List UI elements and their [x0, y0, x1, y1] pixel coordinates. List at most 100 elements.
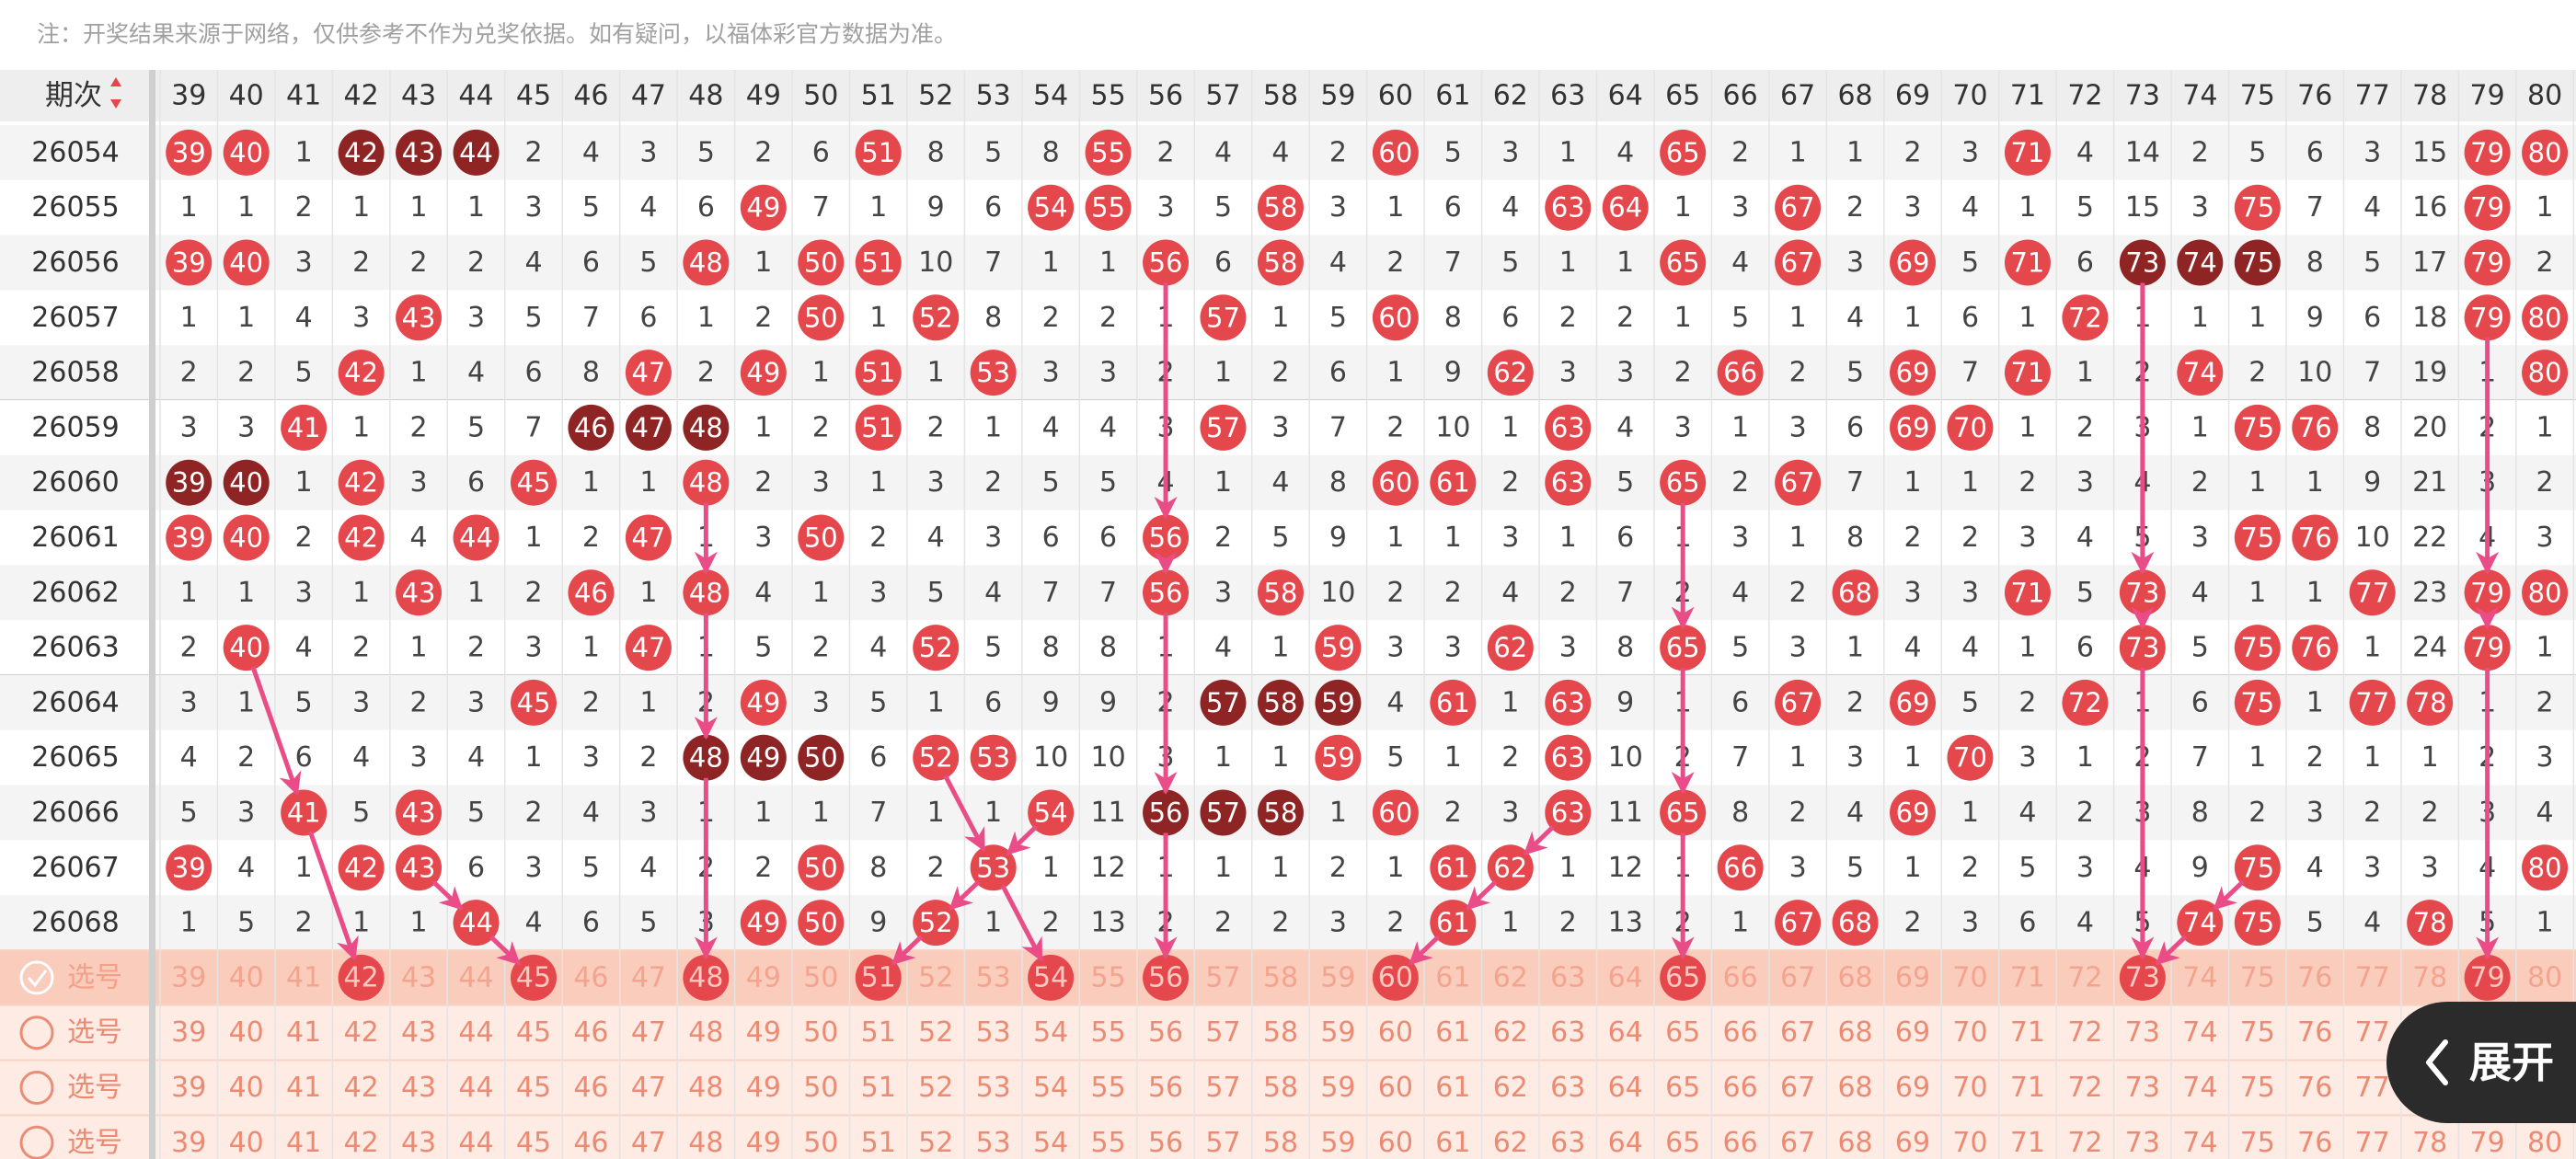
select-number[interactable]: 47 [631, 1072, 666, 1104]
select-number[interactable]: 64 [1608, 1072, 1643, 1104]
select-number[interactable]: 74 [2182, 1127, 2217, 1159]
select-number[interactable]: 66 [1723, 961, 1758, 993]
select-number[interactable]: 48 [688, 1072, 723, 1104]
select-number[interactable]: 55 [1090, 961, 1125, 993]
select-number[interactable]: 40 [229, 961, 264, 993]
picked-number[interactable]: 60 [1378, 961, 1413, 993]
checkbox[interactable] [19, 1071, 54, 1105]
select-number[interactable]: 44 [458, 1016, 493, 1049]
select-number[interactable]: 64 [1608, 1016, 1643, 1049]
select-number[interactable]: 44 [458, 961, 493, 993]
picked-ball[interactable] [683, 954, 730, 1001]
select-number[interactable]: 72 [2067, 1127, 2102, 1159]
select-number[interactable]: 44 [458, 1072, 493, 1104]
picked-number[interactable]: 54 [1033, 961, 1068, 993]
select-number[interactable]: 46 [573, 961, 608, 993]
select-number[interactable]: 76 [2297, 1016, 2332, 1049]
select-number[interactable]: 40 [229, 1072, 264, 1104]
picked-ball[interactable] [338, 954, 385, 1001]
select-number[interactable]: 54 [1033, 1127, 1068, 1159]
select-number[interactable]: 60 [1378, 1127, 1413, 1159]
select-number[interactable]: 43 [401, 1016, 436, 1049]
select-number[interactable]: 59 [1320, 1072, 1355, 1104]
select-number[interactable]: 52 [918, 961, 953, 993]
select-number[interactable]: 49 [746, 961, 781, 993]
select-number[interactable]: 51 [861, 1127, 896, 1159]
select-number[interactable]: 58 [1263, 1127, 1298, 1159]
select-number[interactable]: 77 [2355, 1016, 2390, 1049]
select-number[interactable]: 55 [1090, 1127, 1125, 1159]
select-number[interactable]: 77 [2355, 961, 2390, 993]
picked-ball[interactable] [1028, 954, 1075, 1001]
picked-ball[interactable] [1372, 954, 1419, 1001]
select-label[interactable]: 选号 [67, 1127, 122, 1159]
select-number[interactable]: 75 [2240, 1016, 2275, 1049]
picked-ball[interactable] [855, 954, 902, 1001]
select-number[interactable]: 74 [2182, 1016, 2217, 1049]
select-number[interactable]: 66 [1723, 1127, 1758, 1159]
select-label[interactable]: 选号 [67, 1072, 122, 1104]
select-number[interactable]: 48 [688, 1127, 723, 1159]
select-number[interactable]: 68 [1837, 961, 1872, 993]
select-number[interactable]: 70 [1952, 1072, 1987, 1104]
select-number[interactable]: 73 [2125, 1016, 2160, 1049]
picked-number[interactable]: 42 [344, 961, 379, 993]
select-number[interactable]: 52 [918, 1127, 953, 1159]
select-number[interactable]: 64 [1608, 1127, 1643, 1159]
picked-number[interactable]: 65 [1665, 961, 1700, 993]
select-number[interactable]: 73 [2125, 1072, 2160, 1104]
select-number[interactable]: 69 [1895, 1016, 1930, 1049]
picked-number[interactable]: 51 [861, 961, 896, 993]
select-number[interactable]: 68 [1837, 1016, 1872, 1049]
select-number[interactable]: 58 [1263, 1016, 1298, 1049]
select-number[interactable]: 47 [631, 1127, 666, 1159]
select-label[interactable]: 选号 [67, 961, 122, 993]
select-number[interactable]: 40 [229, 1016, 264, 1049]
select-number[interactable]: 43 [401, 1072, 436, 1104]
select-number[interactable]: 54 [1033, 1016, 1068, 1049]
select-number[interactable]: 39 [171, 1072, 206, 1104]
select-number[interactable]: 59 [1320, 961, 1355, 993]
select-number[interactable]: 57 [1205, 1127, 1240, 1159]
picked-ball[interactable] [2464, 954, 2511, 1001]
select-number[interactable]: 69 [1895, 1072, 1930, 1104]
select-number[interactable]: 75 [2240, 1072, 2275, 1104]
select-number[interactable]: 47 [631, 1016, 666, 1049]
select-number[interactable]: 49 [746, 1127, 781, 1159]
select-number[interactable]: 53 [976, 1016, 1011, 1049]
select-number[interactable]: 59 [1320, 1127, 1355, 1159]
select-number[interactable]: 78 [2412, 961, 2447, 993]
select-number[interactable]: 42 [344, 1016, 379, 1049]
select-number[interactable]: 43 [401, 1127, 436, 1159]
select-number[interactable]: 39 [171, 1016, 206, 1049]
select-number[interactable]: 40 [229, 1127, 264, 1159]
select-number[interactable]: 56 [1148, 1072, 1183, 1104]
select-number[interactable]: 53 [976, 1072, 1011, 1104]
select-number[interactable]: 64 [1608, 961, 1643, 993]
picked-number[interactable]: 73 [2125, 961, 2160, 993]
select-number[interactable]: 57 [1205, 961, 1240, 993]
select-number[interactable]: 39 [171, 961, 206, 993]
picked-number[interactable]: 79 [2470, 961, 2505, 993]
select-number[interactable]: 50 [803, 1127, 838, 1159]
select-number[interactable]: 53 [976, 961, 1011, 993]
select-number[interactable]: 46 [573, 1016, 608, 1049]
select-label[interactable]: 选号 [67, 1016, 122, 1049]
select-number[interactable]: 54 [1033, 1072, 1068, 1104]
picked-ball[interactable] [2119, 954, 2166, 1001]
select-number[interactable]: 67 [1780, 1072, 1815, 1104]
select-number[interactable]: 41 [286, 1072, 321, 1104]
checkbox[interactable] [19, 1125, 54, 1159]
select-number[interactable]: 57 [1205, 1072, 1240, 1104]
select-number[interactable]: 47 [631, 961, 666, 993]
select-number[interactable]: 53 [976, 1127, 1011, 1159]
select-number[interactable]: 63 [1550, 1127, 1585, 1159]
select-number[interactable]: 46 [573, 1072, 608, 1104]
select-number[interactable]: 46 [573, 1127, 608, 1159]
select-number[interactable]: 39 [171, 1127, 206, 1159]
select-number[interactable]: 41 [286, 1016, 321, 1049]
select-number[interactable]: 62 [1493, 961, 1528, 993]
select-number[interactable]: 71 [2010, 1127, 2045, 1159]
select-number[interactable]: 57 [1205, 1016, 1240, 1049]
select-number[interactable]: 45 [516, 1127, 551, 1159]
